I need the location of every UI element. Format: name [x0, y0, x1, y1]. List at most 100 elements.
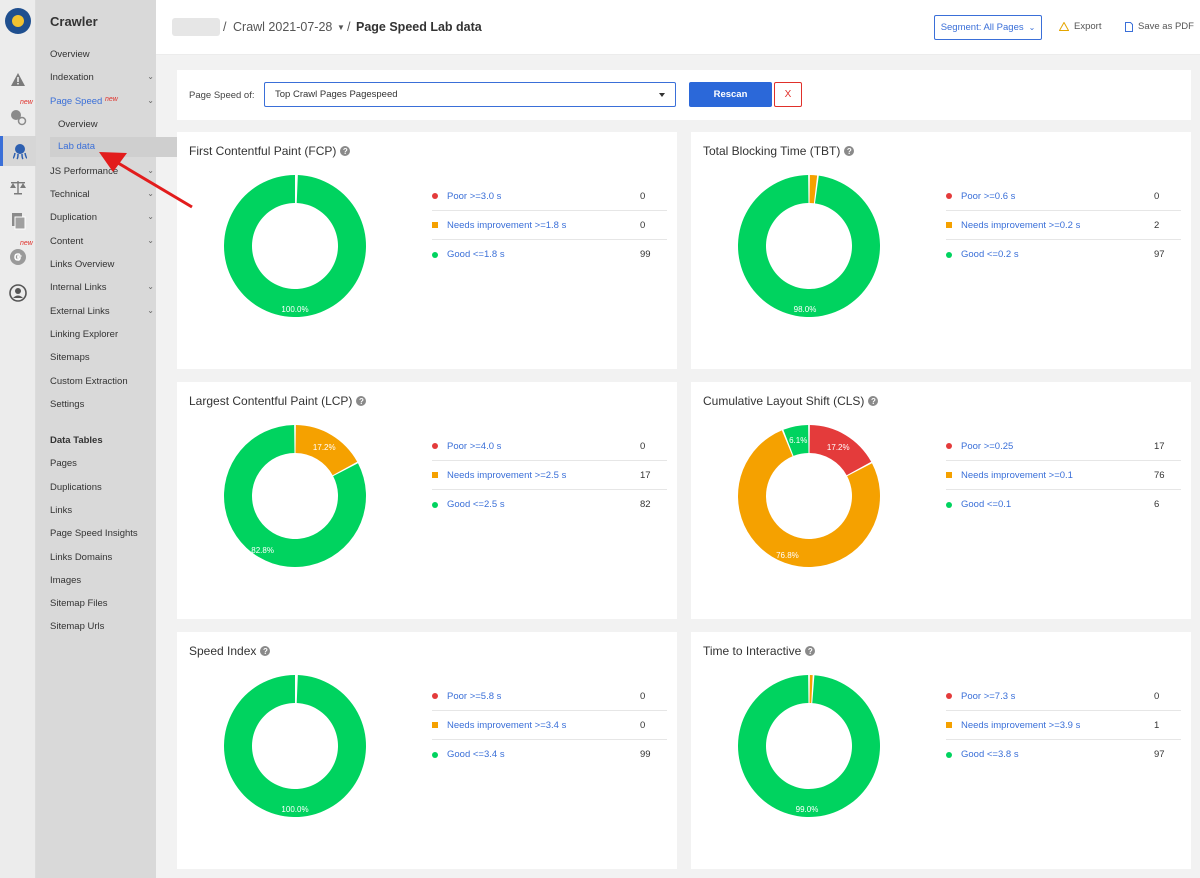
sidebar-section-data-tables: Data Tables — [50, 435, 103, 446]
segment-dropdown[interactable]: Segment: All Pages ⌄ — [934, 15, 1042, 40]
sidebar-item-settings[interactable]: Settings — [50, 399, 85, 410]
help-icon[interactable]: ? — [340, 146, 351, 156]
sidebar-table-page-speed-insights[interactable]: Page Speed Insights — [50, 528, 138, 539]
sidebar-item-linking-explorer[interactable]: Linking Explorer — [50, 329, 119, 340]
legend-link-good[interactable]: Good <=3.8 s — [961, 749, 1019, 760]
page-speed-select[interactable]: Top Crawl Pages Pagespeed — [264, 82, 676, 107]
caret-down-icon[interactable]: ▼ — [337, 23, 345, 32]
donut-slice-needs — [295, 425, 358, 476]
legend-link-needs[interactable]: Needs improvement >=0.1 — [961, 469, 1073, 481]
rescan-button[interactable]: Rescan — [689, 82, 772, 107]
legend-count: 0 — [640, 219, 646, 231]
scale-icon[interactable] — [0, 172, 36, 202]
legend-link-good[interactable]: Good <=2.5 s — [447, 499, 505, 510]
sidebar-table-links-domains[interactable]: Links Domains — [50, 552, 113, 563]
legend-count: 97 — [1154, 249, 1165, 260]
top-header: / Crawl 2021-07-28 ▼ / Page Speed Lab da… — [156, 0, 1200, 55]
help-icon[interactable]: ? — [868, 396, 879, 406]
sidebar-table-sitemap-files[interactable]: Sitemap Files — [50, 598, 108, 609]
breadcrumb-separator: / — [223, 20, 227, 34]
legend-row-poor: Poor >=4.0 s 0 — [432, 432, 667, 461]
green-dot-icon — [432, 501, 438, 508]
sidebar-item-page-speed[interactable]: Page Speed new ⌄ — [50, 96, 154, 107]
breadcrumb-project-redacted[interactable] — [172, 18, 220, 36]
orange-square-icon — [946, 222, 952, 228]
user-avatar-icon[interactable] — [0, 278, 36, 308]
chevron-down-icon: ⌄ — [1028, 23, 1036, 32]
sidebar-table-sitemap-urls[interactable]: Sitemap Urls — [50, 621, 105, 632]
google-icon[interactable] — [0, 242, 36, 272]
legend-row-needs: Needs improvement >=1.8 s 0 — [432, 211, 667, 240]
legend-link-poor[interactable]: Poor >=4.0 s — [447, 440, 502, 452]
sidebar: Crawler Overview Indexation ⌄ Page Speed … — [36, 0, 192, 878]
app-logo-icon[interactable] — [5, 8, 31, 34]
legend-link-needs[interactable]: Needs improvement >=0.2 s — [961, 219, 1081, 231]
sidebar-item-links-overview[interactable]: Links Overview — [50, 259, 115, 270]
legend-link-needs[interactable]: Needs improvement >=1.8 s — [447, 219, 567, 231]
sidebar-table-links[interactable]: Links — [50, 505, 73, 516]
segment-label: Segment: All Pages — [940, 22, 1024, 33]
legend-link-poor[interactable]: Poor >=0.25 — [961, 440, 1014, 452]
legend-link-poor[interactable]: Poor >=3.0 s — [447, 190, 502, 202]
legend-link-poor[interactable]: Poor >=0.6 s — [961, 190, 1016, 202]
chevron-down-icon: ⌄ — [147, 166, 154, 175]
green-dot-icon — [946, 501, 952, 508]
help-icon[interactable]: ? — [805, 646, 816, 656]
donut-slice-poor — [809, 425, 872, 476]
sidebar-item-js-performance[interactable]: JS Performance ⌄ — [50, 166, 154, 177]
sidebar-table-pages[interactable]: Pages — [50, 458, 77, 469]
chevron-down-icon: ⌄ — [147, 306, 154, 315]
donut-slice-needs — [738, 430, 880, 567]
octopus-crawler-icon[interactable] — [0, 136, 36, 166]
sidebar-item-duplication[interactable]: Duplication ⌄ — [50, 212, 154, 223]
sidebar-subitem-lab-data[interactable]: Lab data — [50, 137, 192, 157]
warning-icon[interactable] — [0, 64, 36, 94]
sidebar-item-indexation[interactable]: Indexation ⌄ — [50, 72, 154, 83]
red-dot-icon — [432, 693, 438, 699]
red-dot-icon — [946, 193, 952, 199]
legend-link-needs[interactable]: Needs improvement >=2.5 s — [447, 469, 567, 481]
breadcrumb-crawl[interactable]: Crawl 2021-07-28 — [233, 20, 333, 34]
sidebar-item-external-links[interactable]: External Links ⌄ — [50, 306, 154, 317]
legend-count: 0 — [640, 190, 646, 202]
sidebar-item-internal-links[interactable]: Internal Links ⌄ — [50, 282, 154, 293]
metric-card-time-to-interactive: Time to Interactive? 99.0% Poor >=7.3 s 0 Ne… — [691, 632, 1191, 869]
legend-count: 99 — [640, 249, 651, 260]
metric-card-total-blocking-time-tbt: Total Blocking Time (TBT)? 98.0% Poor >=0.… — [691, 132, 1191, 369]
sidebar-item-overview[interactable]: Overview — [50, 49, 90, 60]
clear-button[interactable]: X — [774, 82, 802, 107]
legend-link-good[interactable]: Good <=0.1 — [961, 499, 1012, 510]
legend-table: Poor >=5.8 s 0 Needs improvement >=3.4 s 0 G… — [432, 682, 667, 769]
sidebar-item-technical[interactable]: Technical ⌄ — [50, 189, 154, 200]
export-button[interactable]: Export — [1059, 21, 1101, 32]
help-icon[interactable]: ? — [356, 396, 367, 406]
sidebar-item-content[interactable]: Content ⌄ — [50, 236, 154, 247]
bot-settings-icon[interactable] — [0, 102, 36, 132]
document-icon — [1125, 21, 1133, 32]
donut-label-needs: 76.8% — [776, 551, 799, 560]
help-icon[interactable]: ? — [260, 646, 271, 656]
legend-row-good: Good <=0.2 s 97 — [946, 240, 1181, 269]
legend-link-poor[interactable]: Poor >=5.8 s — [447, 690, 502, 702]
log-file-icon[interactable] — [0, 206, 36, 236]
card-title: First Contentful Paint (FCP)? — [189, 144, 351, 158]
legend-link-good[interactable]: Good <=1.8 s — [447, 249, 505, 260]
metric-card-first-contentful-paint-fcp: First Contentful Paint (FCP)? 100.0% Poor … — [177, 132, 677, 369]
legend-link-good[interactable]: Good <=0.2 s — [961, 249, 1019, 260]
legend-link-needs[interactable]: Needs improvement >=3.9 s — [961, 719, 1081, 731]
donut-chart: 98.0% — [738, 175, 880, 317]
donut-slice-good — [224, 175, 366, 317]
donut-chart: 17.2% 82.8% — [224, 425, 366, 567]
sidebar-table-images[interactable]: Images — [50, 575, 82, 586]
sidebar-subitem-overview[interactable]: Overview — [58, 119, 98, 130]
save-as-pdf-button[interactable]: Save as PDF — [1125, 21, 1194, 32]
legend-link-needs[interactable]: Needs improvement >=3.4 s — [447, 719, 567, 731]
sidebar-item-sitemaps[interactable]: Sitemaps — [50, 352, 90, 363]
legend-table: Poor >=0.6 s 0 Needs improvement >=0.2 s 2 G… — [946, 182, 1181, 269]
sidebar-item-custom-extraction[interactable]: Custom Extraction — [50, 376, 128, 387]
sidebar-table-duplications[interactable]: Duplications — [50, 482, 102, 493]
help-icon[interactable]: ? — [844, 146, 855, 156]
legend-link-good[interactable]: Good <=3.4 s — [447, 749, 505, 760]
legend-count: 0 — [640, 690, 646, 702]
legend-link-poor[interactable]: Poor >=7.3 s — [961, 690, 1016, 702]
